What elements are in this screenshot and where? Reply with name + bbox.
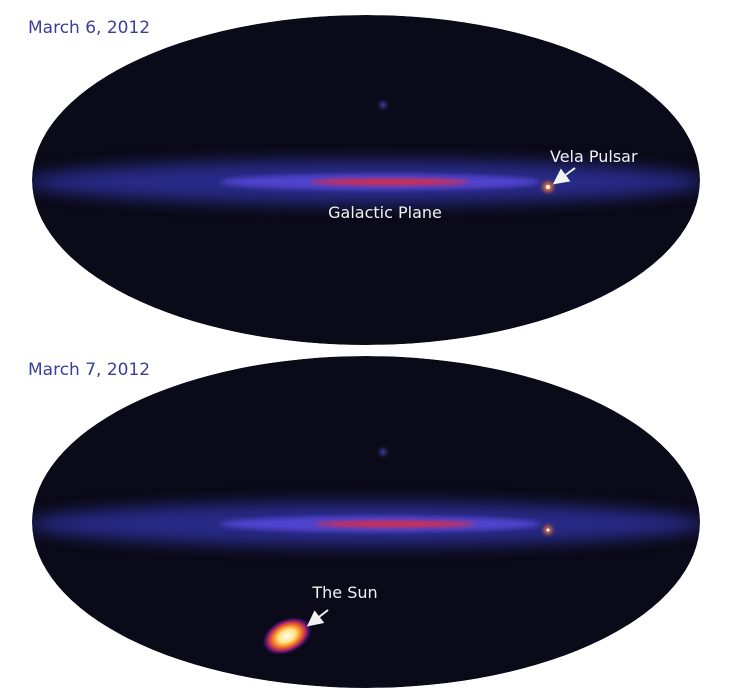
annotation: Vela Pulsar	[550, 147, 638, 166]
annotation: The Sun	[311, 583, 377, 602]
date-label: March 6, 2012	[28, 18, 150, 38]
date-label: March 7, 2012	[28, 360, 150, 380]
sky-map	[26, 15, 706, 345]
sky-map	[26, 356, 706, 688]
page: March 6, 2012 Vela Pulsar Galactic Plane…	[0, 0, 732, 688]
sky-maps: March 6, 2012 Vela Pulsar Galactic Plane…	[0, 0, 732, 688]
annotation: Galactic Plane	[328, 203, 442, 222]
